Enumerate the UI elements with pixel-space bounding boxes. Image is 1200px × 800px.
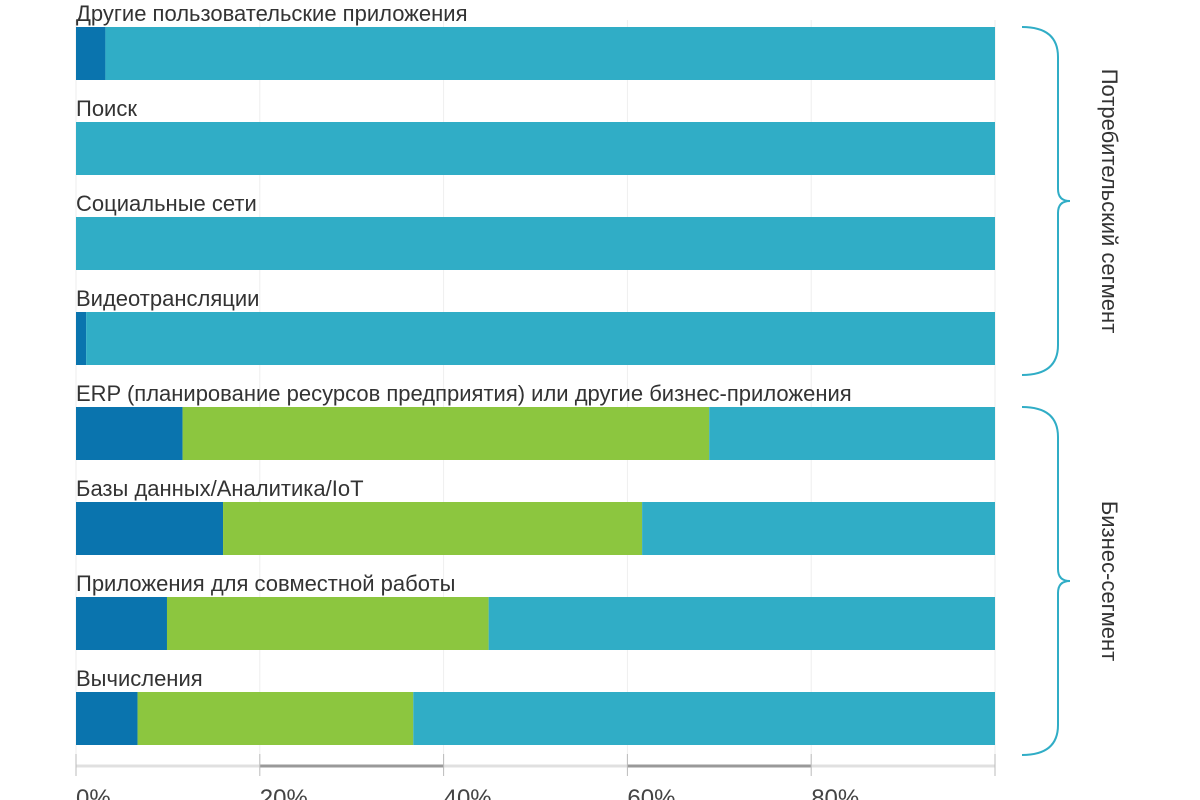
group-brace [1021, 406, 1071, 756]
category-label: Приложения для совместной работы [76, 571, 455, 596]
bar-segment-series-2 [182, 407, 710, 460]
group-brace [1021, 26, 1071, 376]
bar-segment-series-1 [76, 407, 183, 460]
category-label: Социальные сети [76, 191, 257, 216]
group-label: Потребительский сегмент [1097, 69, 1122, 334]
bar-segment-series-3 [76, 122, 995, 175]
bar-segment-series-1 [76, 502, 224, 555]
x-tick-label: 40% [444, 785, 492, 800]
bar-segment-series-3 [488, 597, 995, 650]
category-label: ERP (планирование ресурсов предприятия) … [76, 381, 852, 406]
category-label: Другие пользовательские приложения [76, 1, 468, 26]
category-label: Видеотрансляции [76, 286, 259, 311]
x-tick-label: 0% [76, 785, 111, 800]
bar-segment-series-1 [76, 27, 106, 80]
bar-segment-series-3 [105, 27, 995, 80]
bar-segment-series-3 [642, 502, 995, 555]
bar-segment-series-3 [709, 407, 995, 460]
bar-segment-series-3 [76, 217, 995, 270]
x-tick-label: 60% [627, 785, 675, 800]
x-tick-label: 80% [811, 785, 859, 800]
category-label: Вычисления [76, 666, 203, 691]
bar-segment-series-2 [137, 692, 414, 745]
bar-segment-series-1 [76, 597, 167, 650]
bar-segment-series-3 [86, 312, 995, 365]
category-label: Базы данных/Аналитика/IoT [76, 476, 364, 501]
bar-segment-series-2 [166, 597, 489, 650]
bar-segment-series-1 [76, 692, 138, 745]
x-tick-label: 20% [260, 785, 308, 800]
bar-segment-series-3 [413, 692, 995, 745]
bar-segment-series-2 [223, 502, 643, 555]
bar-segment-series-1 [76, 312, 87, 365]
group-label: Бизнес-сегмент [1097, 501, 1122, 661]
category-label: Поиск [76, 96, 137, 121]
